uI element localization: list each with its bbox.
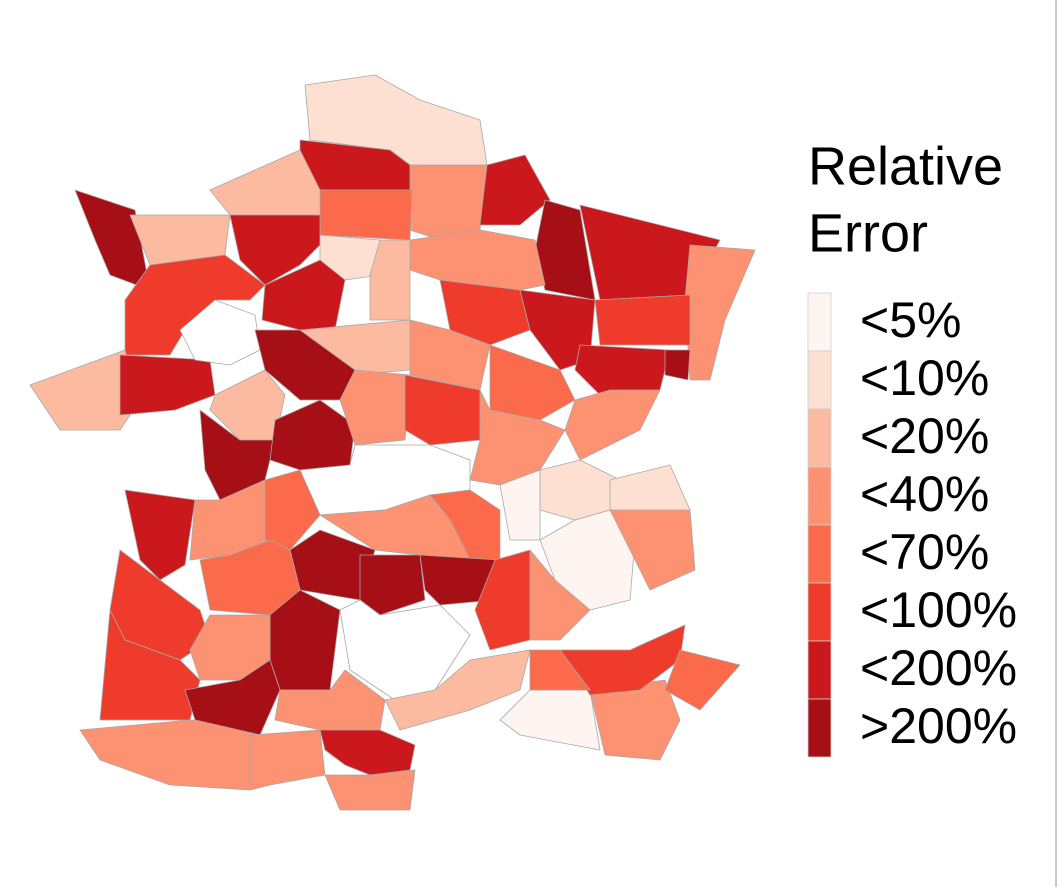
region (274, 669, 386, 731)
legend-swatch (807, 582, 832, 642)
legend-swatch (807, 466, 832, 526)
region (79, 719, 261, 791)
legend-label: <70% (860, 524, 989, 580)
legend-swatch (807, 698, 832, 758)
region (534, 199, 596, 301)
region (529, 649, 591, 691)
legend-label: <200% (860, 640, 1017, 696)
region (29, 349, 141, 431)
region (209, 149, 321, 236)
region (479, 154, 551, 226)
legend-swatch (807, 524, 832, 584)
region (199, 539, 301, 616)
region (609, 509, 696, 591)
region (409, 164, 488, 241)
region (409, 229, 546, 291)
legend-swatch (807, 292, 832, 352)
legend-swatch (807, 640, 832, 700)
region (359, 554, 426, 616)
region (489, 344, 576, 421)
legend-label: <40% (860, 466, 989, 522)
region (474, 549, 531, 651)
legend-label: <5% (860, 292, 961, 348)
region (419, 554, 501, 606)
region (404, 374, 481, 446)
region (409, 319, 491, 391)
region (589, 679, 681, 761)
region (519, 289, 596, 371)
region (384, 649, 531, 731)
region (249, 729, 326, 791)
region (664, 649, 741, 711)
region (124, 489, 196, 581)
region (324, 769, 416, 811)
region (529, 549, 591, 641)
region (319, 189, 413, 241)
legend-title: Error (808, 203, 928, 263)
region (319, 494, 471, 561)
region (369, 239, 411, 321)
legend: Relative Error <5%<10%<20%<40%<70%<100%<20… (807, 136, 1017, 758)
region (564, 389, 661, 461)
region (319, 729, 416, 776)
legend-label: <100% (860, 582, 1017, 638)
departments (29, 74, 756, 811)
legend-label: <20% (860, 408, 989, 464)
legend-swatch (807, 408, 832, 468)
region (664, 349, 691, 381)
legend-label: <10% (860, 350, 989, 406)
region (229, 214, 321, 286)
region (684, 244, 756, 381)
region (439, 279, 531, 346)
region (499, 689, 601, 751)
region (74, 189, 151, 291)
legend-title: Relative (808, 136, 1003, 196)
legend-label: >200% (860, 698, 1017, 754)
region (264, 469, 321, 551)
region (319, 234, 381, 281)
region (119, 354, 216, 416)
region (339, 599, 471, 701)
region (269, 399, 356, 471)
legend-swatch (807, 350, 832, 410)
region (574, 344, 671, 396)
region (594, 294, 691, 346)
